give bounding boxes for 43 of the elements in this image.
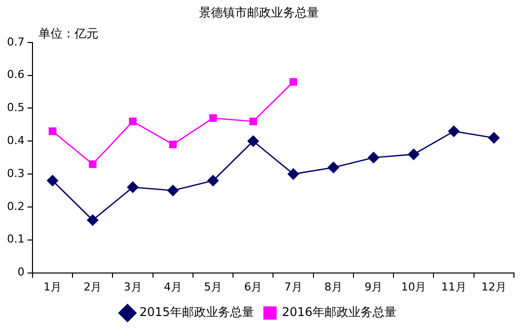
x-tick-label: 3月 bbox=[124, 280, 142, 294]
x-tick-label: 6月 bbox=[244, 280, 262, 294]
point bbox=[169, 140, 177, 148]
y-tick-label: 0.6 bbox=[6, 68, 24, 82]
x-tick-label: 7月 bbox=[284, 280, 302, 294]
point bbox=[368, 152, 380, 164]
x-tick-label: 5月 bbox=[204, 280, 222, 294]
point bbox=[207, 174, 219, 186]
point bbox=[249, 118, 258, 126]
chart-title: 景德镇市邮政业务总量 bbox=[199, 5, 319, 20]
point bbox=[88, 160, 97, 168]
y-tick-label: 0.5 bbox=[6, 101, 24, 114]
legend-label: 2015年邮政业务总量 bbox=[139, 305, 254, 320]
y-tick-label: 0.7 bbox=[6, 35, 24, 48]
x-tick-label: 10月 bbox=[401, 280, 426, 294]
y-tick-label: 0 bbox=[17, 266, 24, 279]
x-tick-label: 4月 bbox=[164, 280, 182, 294]
x-tick-label: 8月 bbox=[324, 280, 342, 294]
y-tick-label: 0.3 bbox=[6, 166, 24, 180]
point bbox=[288, 168, 299, 180]
point bbox=[289, 78, 298, 86]
x-tick-label: 12月 bbox=[481, 280, 506, 294]
y-tick-label: 0.2 bbox=[6, 200, 24, 213]
point bbox=[87, 214, 98, 226]
point bbox=[209, 114, 217, 122]
y-tick-label: 0.4 bbox=[6, 134, 24, 147]
point bbox=[408, 148, 420, 160]
point bbox=[488, 132, 500, 144]
x-tick-label: 9月 bbox=[364, 280, 383, 294]
legend-label: 2016年邮政业务总量 bbox=[282, 305, 397, 320]
y-axis-title: 单位：亿元 bbox=[38, 26, 98, 41]
x-tick-label: 2月 bbox=[84, 280, 102, 294]
point bbox=[128, 118, 137, 126]
point bbox=[46, 174, 58, 186]
point bbox=[448, 126, 460, 137]
point bbox=[328, 162, 340, 174]
point bbox=[167, 184, 179, 196]
point bbox=[248, 135, 259, 147]
y-tick-label: 0.1 bbox=[6, 232, 24, 246]
point bbox=[127, 182, 138, 193]
x-tick-label: 11月 bbox=[441, 280, 466, 294]
x-tick-label: 1月 bbox=[44, 280, 62, 294]
point bbox=[48, 127, 56, 136]
